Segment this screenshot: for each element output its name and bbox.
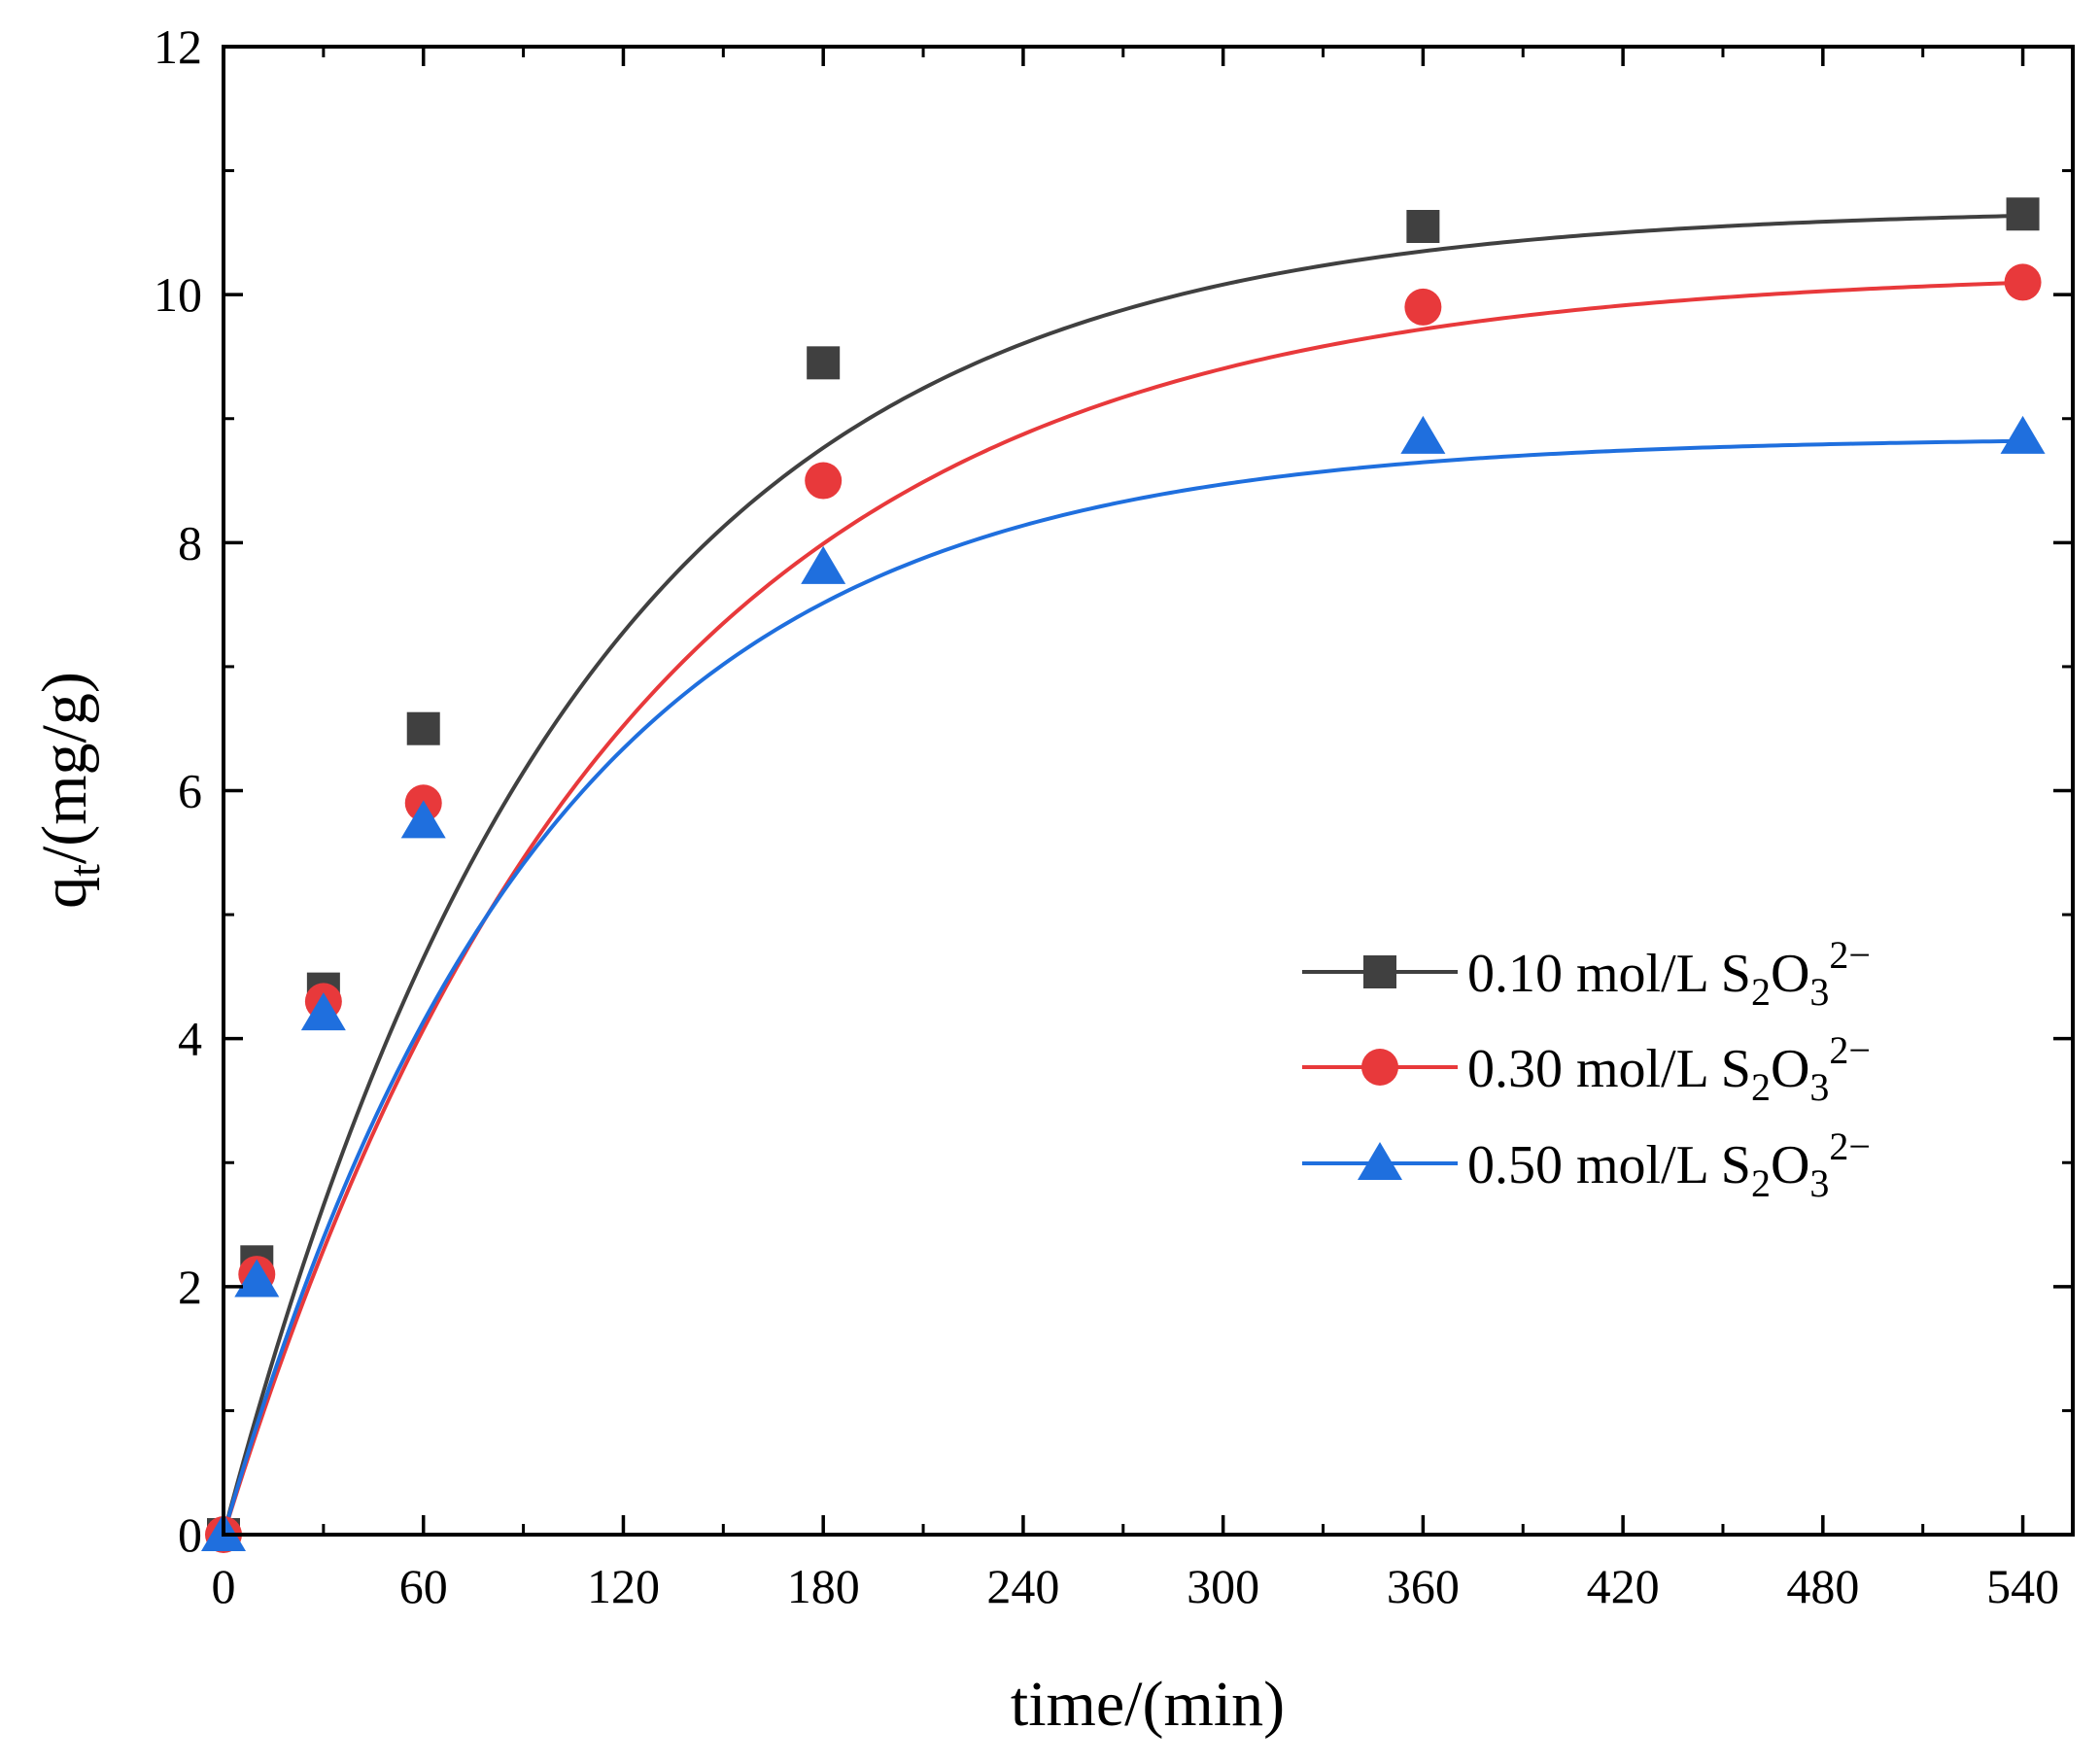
legend-marker [1358, 1142, 1402, 1180]
y-axis-title-sub: t [59, 864, 109, 877]
fit-curve-series-1 [222, 213, 2023, 1536]
data-point-series-1 [1406, 209, 1440, 243]
data-point-series-1 [2006, 197, 2040, 231]
x-tick-label: 540 [1986, 1559, 2059, 1613]
legend-label-sub: 2 [1751, 1161, 1771, 1205]
legend-label-sub: 3 [1809, 1065, 1829, 1109]
legend-label-sup: 2− [1829, 1124, 1871, 1168]
y-tick-label: 8 [178, 515, 202, 570]
x-axis-title: time/(min) [1011, 1669, 1285, 1740]
x-tick-label: 420 [1587, 1559, 1660, 1613]
data-markers [201, 197, 2046, 1553]
x-tick-label: 480 [1786, 1559, 1859, 1613]
data-point-series-2 [2004, 263, 2042, 301]
legend-item-1: 0.10 mol/L S2O32− [1302, 933, 1871, 1014]
legend-label-o: O [1771, 1135, 1809, 1195]
y-tick-label: 6 [178, 764, 202, 818]
data-point-series-3 [300, 992, 346, 1031]
axis-tick-labels: 0 60 120 180 240 300 360 420 480 540 0 2 4 6 8 10 12 [154, 19, 2059, 1613]
legend-label-sub: 3 [1809, 970, 1829, 1014]
data-point-series-3 [400, 800, 446, 839]
legend: 0.10 mol/L S2O32−0.30 mol/L S2O32−0.50 m… [1302, 933, 1871, 1205]
x-tick-label: 60 [399, 1559, 448, 1613]
data-point-series-1 [406, 711, 440, 745]
y-tick-label: 10 [154, 267, 202, 322]
legend-label: 0.30 mol/L S2O32− [1467, 1028, 1871, 1109]
legend-label-sub: 2 [1751, 970, 1771, 1014]
legend-marker [1363, 955, 1396, 988]
fit-curves [222, 213, 2023, 1536]
x-tick-label: 360 [1387, 1559, 1460, 1613]
legend-label-prefix: 0.10 mol/L S [1467, 944, 1751, 1004]
legend-label-sup: 2− [1829, 933, 1871, 977]
y-tick-label: 4 [178, 1012, 202, 1066]
legend-label-sup: 2− [1829, 1028, 1871, 1072]
x-tick-label: 300 [1187, 1559, 1259, 1613]
data-point-series-3 [1400, 415, 1446, 454]
legend-label-prefix: 0.30 mol/L S [1467, 1039, 1751, 1099]
legend-label: 0.10 mol/L S2O32− [1467, 933, 1871, 1014]
legend-label-prefix: 0.50 mol/L S [1467, 1135, 1751, 1195]
legend-label-o: O [1771, 944, 1809, 1004]
data-point-series-3 [801, 545, 846, 584]
y-axis-title-rest: /(mg/g) [29, 672, 100, 864]
x-tick-label: 240 [986, 1559, 1059, 1613]
data-point-series-2 [1404, 288, 1442, 326]
legend-label: 0.50 mol/L S2O32− [1467, 1124, 1871, 1205]
legend-item-3: 0.50 mol/L S2O32− [1302, 1124, 1871, 1205]
legend-marker [1361, 1049, 1398, 1086]
fit-curve-series-2 [222, 280, 2023, 1536]
data-point-series-3 [2000, 415, 2046, 454]
axis-ticks [222, 45, 2073, 1537]
legend-label-sub: 3 [1809, 1161, 1829, 1205]
data-point-series-3 [234, 1259, 280, 1297]
legend-item-2: 0.30 mol/L S2O32− [1302, 1028, 1871, 1109]
legend-label-sub: 2 [1751, 1065, 1771, 1109]
y-axis-title-main: q [29, 877, 100, 909]
x-tick-label: 0 [212, 1559, 236, 1613]
y-tick-label: 2 [178, 1260, 202, 1314]
data-point-series-1 [807, 346, 841, 380]
y-tick-label: 12 [154, 19, 202, 74]
legend-label-o: O [1771, 1039, 1809, 1099]
y-axis-title: qt/(mg/g) [29, 672, 109, 909]
x-tick-label: 180 [787, 1559, 860, 1613]
x-tick-label: 120 [587, 1559, 660, 1613]
fit-curve-series-3 [222, 438, 2023, 1536]
y-tick-label: 0 [178, 1507, 202, 1562]
data-point-series-2 [805, 462, 843, 500]
